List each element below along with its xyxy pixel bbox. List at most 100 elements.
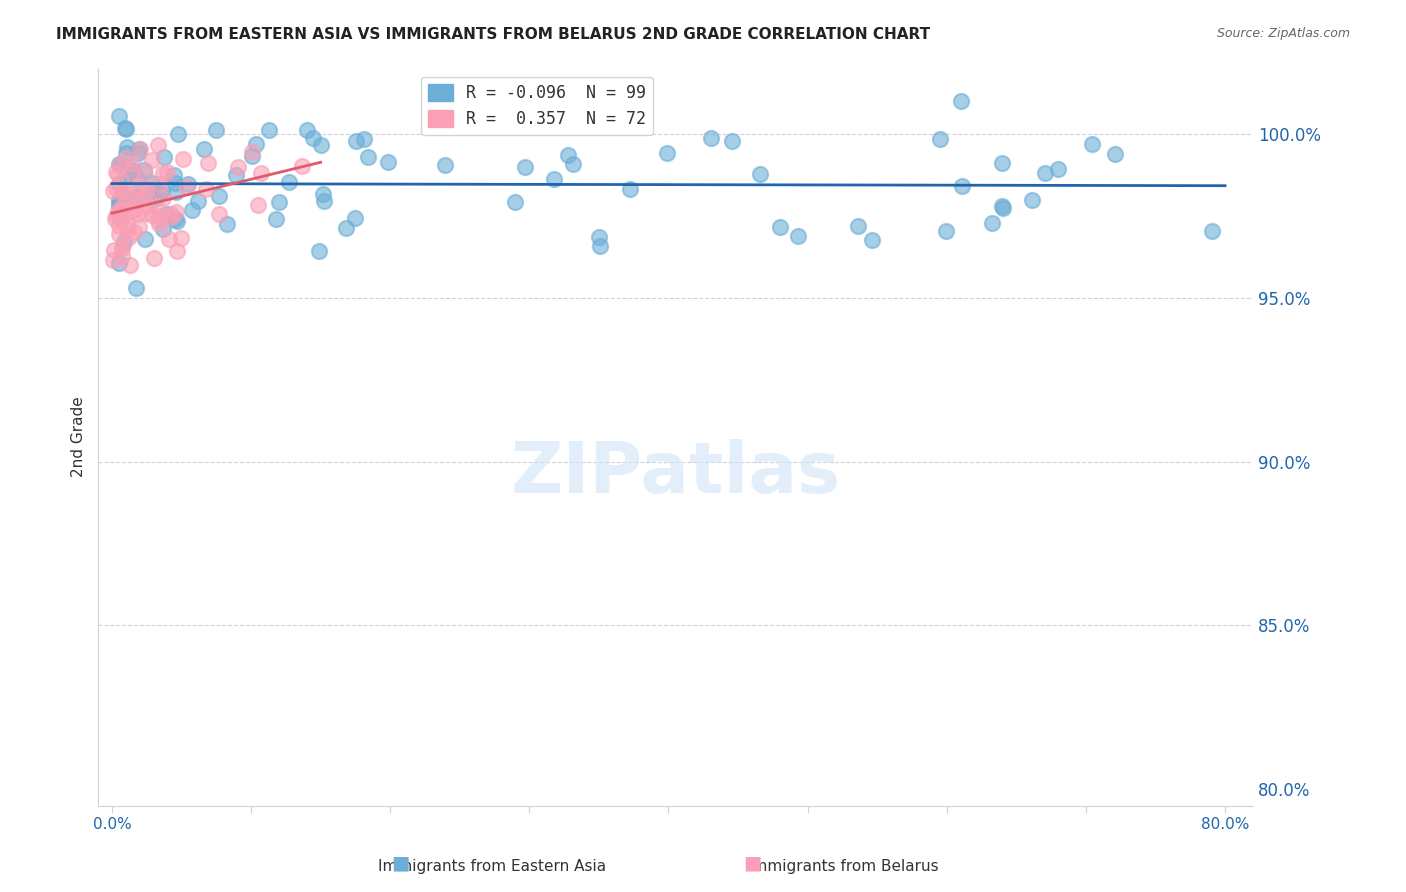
Point [257, 123, 280, 137]
Point [240, 148, 263, 162]
Point [112, 197, 135, 211]
Point [105, 180, 128, 194]
Point [353, 132, 375, 146]
Point [146, 213, 169, 227]
Point [115, 169, 138, 184]
Point [589, 238, 612, 252]
Point [165, 176, 187, 190]
Legend: R = -0.096  N = 99, R =  0.357  N = 72: R = -0.096 N = 99, R = 0.357 N = 72 [420, 77, 652, 135]
Point [311, 137, 333, 152]
Point [148, 217, 170, 231]
Point [786, 228, 808, 243]
Point [356, 150, 378, 164]
Point [101, 252, 124, 267]
Point [122, 225, 145, 239]
Point [152, 222, 174, 236]
Point [125, 281, 148, 295]
Point [141, 153, 163, 167]
Point [108, 109, 131, 123]
Point [127, 172, 149, 186]
Point [513, 160, 536, 174]
Point [118, 258, 141, 272]
Point [187, 194, 209, 208]
Point [115, 122, 138, 136]
Point [1033, 166, 1056, 180]
Point [981, 216, 1004, 230]
Point [108, 206, 131, 220]
Point [176, 178, 198, 192]
Point [308, 244, 330, 259]
Point [129, 142, 152, 156]
Point [950, 179, 973, 194]
Point [240, 145, 263, 159]
Point [165, 205, 187, 219]
Point [433, 158, 456, 172]
Point [343, 211, 366, 225]
Point [150, 183, 173, 197]
Point [115, 145, 138, 160]
Point [1104, 146, 1126, 161]
Point [141, 186, 163, 201]
Point [127, 193, 149, 207]
Point [208, 207, 231, 221]
Point [928, 132, 950, 146]
Point [134, 185, 156, 199]
Point [117, 159, 139, 173]
Point [170, 230, 193, 244]
Point [208, 189, 231, 203]
Point [121, 157, 143, 171]
Point [557, 148, 579, 162]
Point [991, 156, 1014, 170]
Point [991, 199, 1014, 213]
Point [114, 121, 136, 136]
Text: ZIPatlas: ZIPatlas [510, 440, 841, 508]
Point [108, 207, 131, 221]
Point [110, 157, 132, 171]
Point [108, 199, 131, 213]
Point [950, 95, 973, 109]
Point [118, 205, 141, 219]
Point [249, 166, 271, 180]
Text: Immigrants from Eastern Asia: Immigrants from Eastern Asia [378, 859, 606, 874]
Point [149, 177, 172, 191]
Point [278, 175, 301, 189]
Point [860, 233, 883, 247]
Point [846, 219, 869, 233]
Point [165, 211, 187, 226]
Point [105, 164, 128, 178]
Point [143, 192, 166, 206]
Point [134, 167, 156, 181]
Point [108, 177, 131, 191]
Point [107, 167, 129, 181]
Point [935, 223, 957, 237]
Point [993, 201, 1015, 215]
Point [122, 202, 145, 217]
Point [143, 251, 166, 265]
Point [135, 186, 157, 200]
Point [1021, 194, 1043, 208]
Point [197, 156, 219, 170]
Text: ■: ■ [742, 854, 762, 872]
Point [657, 145, 679, 160]
Point [160, 206, 183, 220]
Point [101, 184, 124, 198]
Point [125, 207, 148, 221]
Point [193, 142, 215, 156]
Point [302, 130, 325, 145]
Point [118, 230, 141, 244]
Point [110, 202, 132, 216]
Point [148, 186, 170, 201]
Point [134, 232, 156, 246]
Point [176, 180, 198, 194]
Point [111, 240, 134, 254]
Point [588, 230, 610, 244]
Point [619, 182, 641, 196]
Point [152, 191, 174, 205]
Point [103, 243, 125, 257]
Point [141, 177, 163, 191]
Point [107, 204, 129, 219]
Point [721, 134, 744, 148]
Point [145, 199, 167, 213]
Point [132, 163, 155, 178]
Point [110, 249, 132, 263]
